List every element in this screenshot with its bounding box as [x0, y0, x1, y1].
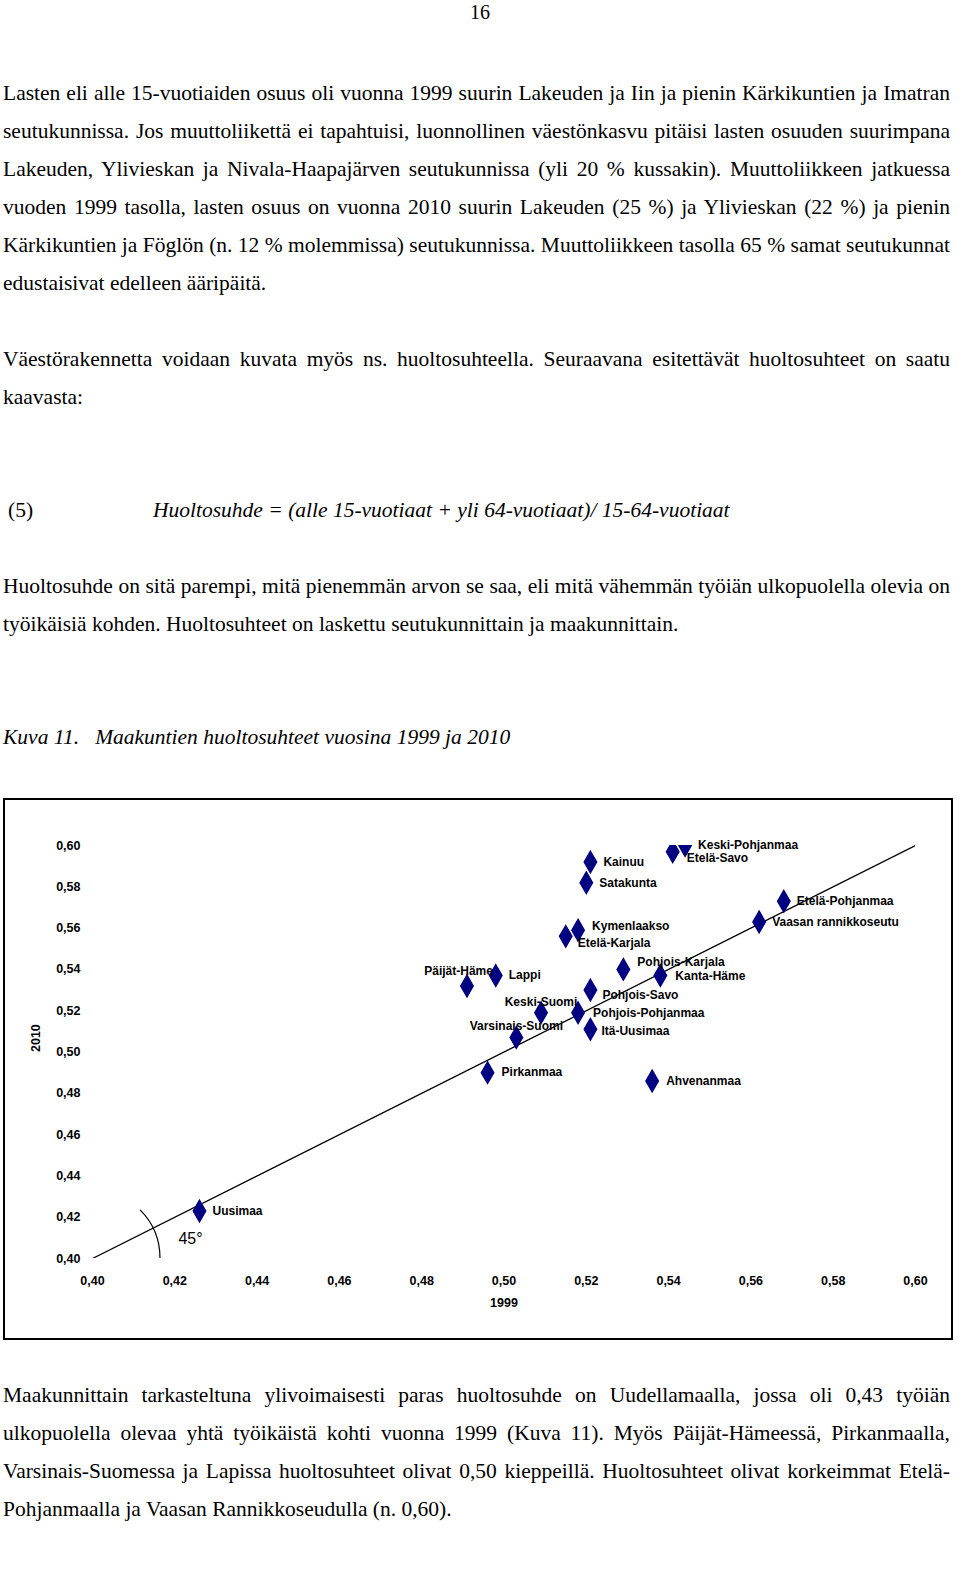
html-text:Huoltosuhde = (alle 15-vuotiaa: Huoltosuhde = (alle 15-vuotiaat + yli 64… — [153, 498, 730, 522]
svg-text:Varsinais-Suomi: Varsinais-Suomi — [470, 1019, 563, 1033]
svg-text:Kymenlaakso: Kymenlaakso — [592, 919, 669, 933]
svg-text:0,40: 0,40 — [56, 1252, 80, 1266]
svg-text:0,54: 0,54 — [656, 1274, 680, 1288]
svg-text:2010: 2010 — [29, 1024, 43, 1052]
svg-text:Keski-Pohjanmaa: Keski-Pohjanmaa — [698, 838, 799, 853]
svg-text:0,46: 0,46 — [327, 1274, 351, 1288]
svg-text:Pirkanmaa: Pirkanmaa — [502, 1065, 563, 1079]
html-text:Maakunnittain tarkasteltuna yl: Maakunnittain tarkasteltuna ylivoimaises… — [3, 1383, 950, 1521]
svg-text:Keski-Suomi: Keski-Suomi — [505, 995, 578, 1009]
svg-text:0,46: 0,46 — [56, 1128, 80, 1142]
svg-text:Pohjois-Pohjanmaa: Pohjois-Pohjanmaa — [593, 1006, 705, 1020]
svg-text:1999: 1999 — [490, 1296, 518, 1310]
svg-text:Itä-Uusimaa: Itä-Uusimaa — [601, 1024, 669, 1038]
svg-text:Uusimaa: Uusimaa — [212, 1204, 262, 1218]
svg-text:Ahvenanmaa: Ahvenanmaa — [666, 1074, 741, 1088]
svg-text:0,40: 0,40 — [80, 1274, 104, 1288]
svg-text:0,48: 0,48 — [410, 1274, 434, 1288]
svg-text:0,56: 0,56 — [739, 1274, 763, 1288]
svg-text:0,48: 0,48 — [56, 1086, 80, 1100]
html-text:16: 16 — [470, 1, 490, 23]
svg-text:Kainuu: Kainuu — [603, 855, 644, 869]
svg-text:0,44: 0,44 — [245, 1274, 269, 1288]
svg-text:Etelä-Savo: Etelä-Savo — [687, 851, 748, 865]
svg-text:45°: 45° — [178, 1230, 202, 1247]
svg-text:0,54: 0,54 — [56, 962, 80, 976]
svg-text:Satakunta: Satakunta — [599, 876, 657, 890]
html-text:Lasten eli alle 15-vuotiaiden: Lasten eli alle 15-vuotiaiden osuus oli … — [3, 81, 950, 295]
svg-text:Päijät-Häme: Päijät-Häme — [424, 964, 493, 978]
html-text:Huoltosuhde on sitä parempi, m: Huoltosuhde on sitä parempi, mitä pienem… — [3, 574, 950, 636]
svg-text:0,52: 0,52 — [56, 1004, 80, 1018]
svg-text:0,52: 0,52 — [574, 1274, 598, 1288]
svg-text:0,50: 0,50 — [492, 1274, 516, 1288]
svg-text:Vaasan rannikkoseutu: Vaasan rannikkoseutu — [772, 915, 899, 929]
svg-text:0,58: 0,58 — [821, 1274, 845, 1288]
html-text:Kuva 11. Maakuntien huoltosuht: Kuva 11. Maakuntien huoltosuhteet vuosin… — [3, 725, 511, 749]
svg-text:0,44: 0,44 — [56, 1169, 80, 1183]
svg-text:0,56: 0,56 — [56, 921, 80, 935]
svg-text:Kanta-Häme: Kanta-Häme — [675, 969, 745, 983]
svg-text:0,42: 0,42 — [163, 1274, 187, 1288]
svg-text:Pohjois-Savo: Pohjois-Savo — [602, 988, 678, 1002]
svg-text:0,60: 0,60 — [903, 1274, 927, 1288]
svg-text:0,58: 0,58 — [56, 880, 80, 894]
html-text:Väestörakennetta voidaan kuvat: Väestörakennetta voidaan kuvata myös ns.… — [3, 347, 950, 409]
svg-text:Lappi: Lappi — [509, 968, 541, 982]
svg-text:Etelä-Karjala: Etelä-Karjala — [578, 936, 651, 950]
svg-text:Etelä-Pohjanmaa: Etelä-Pohjanmaa — [797, 894, 894, 908]
svg-text:Pohjois-Karjala: Pohjois-Karjala — [637, 955, 725, 969]
svg-text:0,42: 0,42 — [56, 1210, 80, 1224]
svg-text:0,50: 0,50 — [56, 1045, 80, 1059]
svg-text:0,60: 0,60 — [56, 839, 80, 853]
html-text:(5): (5) — [8, 498, 34, 522]
